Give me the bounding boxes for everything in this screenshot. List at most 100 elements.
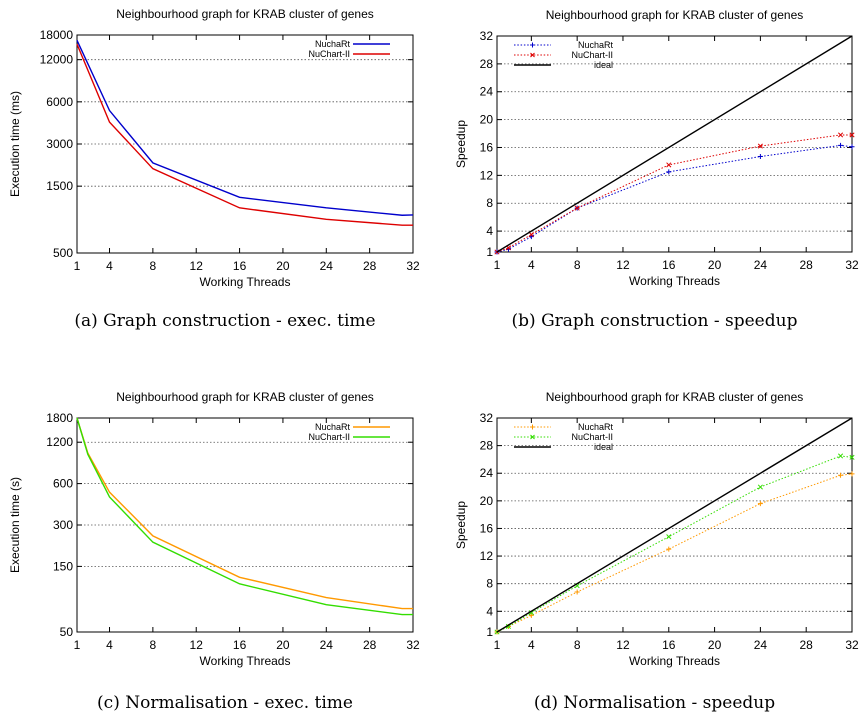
data-point-marker <box>837 132 844 138</box>
legend-label: ideal <box>594 442 613 452</box>
x-tick-label: 8 <box>574 638 581 652</box>
legend-label: NuChart-II <box>571 432 613 442</box>
data-point-marker <box>757 143 763 149</box>
plot-frame <box>496 35 853 253</box>
x-tick-label: 4 <box>528 258 535 272</box>
legend-marker <box>530 424 535 430</box>
x-tick-label: 16 <box>662 258 676 272</box>
data-point-marker <box>574 205 580 211</box>
y-tick-label: 300 <box>53 518 73 532</box>
legend-label: NuchaRt <box>578 422 614 432</box>
x-tick-label: 16 <box>662 638 676 652</box>
subfigure-caption: (a) Graph construction - exec. time <box>74 311 375 331</box>
legend-label: ideal <box>594 60 613 70</box>
series-line-nuchart <box>76 417 413 610</box>
data-point-marker <box>666 534 672 540</box>
y-tick-label: 8 <box>486 577 493 591</box>
x-tick-label: 20 <box>708 258 722 272</box>
y-tick-label: 500 <box>53 246 73 260</box>
chart-panel-1: Neighbourhood graph for KRAB cluster of … <box>454 8 859 331</box>
x-tick-label: 28 <box>363 638 377 652</box>
y-tick-label: 1 <box>486 245 493 259</box>
series-line-nuchart-ii <box>496 134 852 253</box>
x-tick-label: 32 <box>406 259 420 273</box>
x-tick-label: 12 <box>616 638 630 652</box>
x-tick-label: 16 <box>233 259 247 273</box>
chart-title: Neighbourhood graph for KRAB cluster of … <box>546 8 804 22</box>
y-tick-label: 20 <box>480 113 494 127</box>
series-line-ideal <box>496 35 853 253</box>
y-tick-label: 3000 <box>46 137 73 151</box>
data-point-marker <box>849 454 855 460</box>
data-point-marker <box>837 453 844 459</box>
y-tick-label: 16 <box>480 140 494 154</box>
x-tick-label: 28 <box>363 259 377 273</box>
x-tick-label: 24 <box>320 638 334 652</box>
y-tick-label: 1 <box>486 625 493 639</box>
y-axis-label: Execution time (s) <box>8 477 22 573</box>
data-point-marker <box>849 471 855 477</box>
x-tick-label: 28 <box>800 258 814 272</box>
data-point-marker <box>849 132 855 138</box>
x-tick-label: 24 <box>754 258 768 272</box>
y-tick-label: 24 <box>480 466 494 480</box>
x-tick-label: 4 <box>106 259 113 273</box>
series-line-nuchart-ii <box>496 455 853 633</box>
data-point-marker <box>838 472 844 478</box>
chart-title: Neighbourhood graph for KRAB cluster of … <box>116 390 374 404</box>
y-tick-label: 8 <box>486 196 493 210</box>
x-tick-label: 8 <box>150 638 157 652</box>
x-tick-label: 32 <box>845 638 859 652</box>
x-axis-label: Working Threads <box>200 275 291 289</box>
x-axis-label: Working Threads <box>629 274 720 288</box>
series-line-nuchart-ii <box>76 43 413 226</box>
series-line-nuchart <box>76 39 414 216</box>
series-line-nuchart-ii <box>76 417 413 616</box>
legend-marker <box>530 42 535 48</box>
subfigure-caption: (d) Normalisation - speedup <box>534 693 775 713</box>
chart-panel-0: Neighbourhood graph for KRAB cluster of … <box>8 7 420 331</box>
data-point-marker <box>666 169 672 175</box>
legend-label: NuchaRt <box>315 39 351 49</box>
y-axis-label: Speedup <box>454 501 468 549</box>
y-axis-label: Execution time (ms) <box>8 91 22 197</box>
y-tick-label: 1200 <box>46 435 73 449</box>
x-tick-label: 20 <box>708 638 722 652</box>
series-line-nuchart <box>496 144 853 253</box>
x-axis-label: Working Threads <box>629 654 720 668</box>
legend-label: NuchaRt <box>315 422 351 432</box>
legend-label: NuChart-II <box>308 432 350 442</box>
y-tick-label: 32 <box>480 29 494 43</box>
y-tick-label: 12000 <box>40 53 74 67</box>
y-tick-label: 28 <box>480 57 494 71</box>
y-tick-label: 4 <box>486 224 493 238</box>
data-point-marker <box>666 162 672 168</box>
subfigure-caption: (b) Graph construction - speedup <box>512 311 798 331</box>
x-axis-label: Working Threads <box>200 654 291 668</box>
x-tick-label: 1 <box>494 258 501 272</box>
y-tick-label: 4 <box>486 604 493 618</box>
y-tick-label: 28 <box>480 439 494 453</box>
x-tick-label: 16 <box>233 638 247 652</box>
data-point-marker <box>528 612 534 618</box>
y-tick-label: 12 <box>480 168 494 182</box>
y-tick-label: 18000 <box>40 28 74 42</box>
y-tick-label: 12 <box>480 549 494 563</box>
y-tick-label: 600 <box>53 477 73 491</box>
y-tick-label: 20 <box>480 494 494 508</box>
y-tick-label: 32 <box>480 411 494 425</box>
y-tick-label: 150 <box>53 559 73 573</box>
x-tick-label: 8 <box>574 258 581 272</box>
x-tick-label: 32 <box>845 258 859 272</box>
data-point-marker <box>838 142 844 148</box>
x-tick-label: 12 <box>616 258 630 272</box>
chart-panel-3: Neighbourhood graph for KRAB cluster of … <box>454 390 859 713</box>
chart-title: Neighbourhood graph for KRAB cluster of … <box>546 390 804 404</box>
chart-title: Neighbourhood graph for KRAB cluster of … <box>116 7 374 21</box>
x-tick-label: 24 <box>754 638 768 652</box>
x-tick-label: 8 <box>150 259 157 273</box>
subfigure-caption: (c) Normalisation - exec. time <box>97 693 353 713</box>
x-tick-label: 24 <box>320 259 334 273</box>
data-point-marker <box>574 589 580 595</box>
